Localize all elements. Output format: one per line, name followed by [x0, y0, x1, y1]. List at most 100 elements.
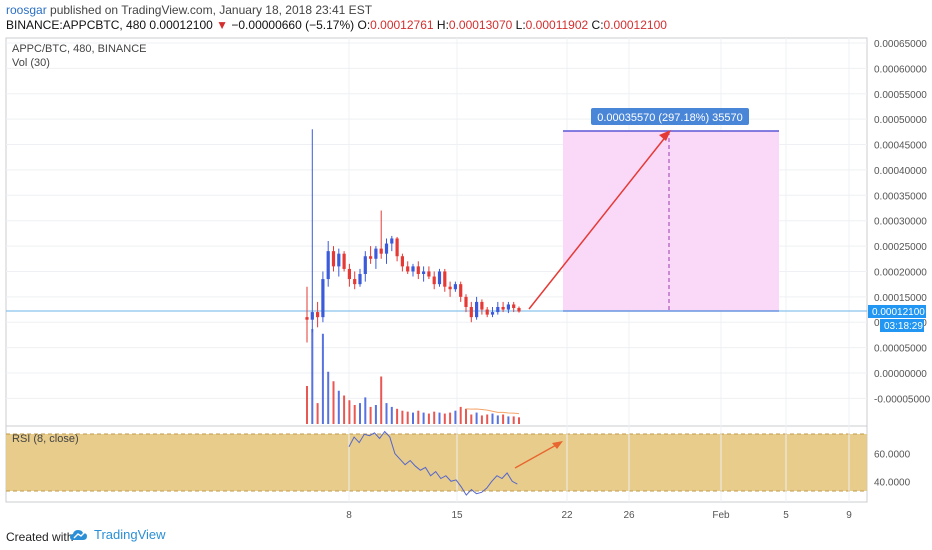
- candle-body: [437, 271, 442, 285]
- volume-ma-line: [465, 408, 520, 415]
- candle-body: [475, 301, 479, 318]
- volume-bar: [316, 403, 319, 424]
- price-tick-label: 0.00035000: [874, 191, 927, 202]
- time-tick-label: 22: [561, 510, 573, 521]
- candle-body: [453, 284, 457, 290]
- volume-bar: [390, 406, 393, 424]
- candle-body: [369, 256, 373, 259]
- measure-label: 0.00035570 (297.18%) 35570: [597, 112, 743, 124]
- candle-body: [501, 307, 505, 310]
- volume-bar: [306, 386, 308, 424]
- price-tick-label: 0.00030000: [874, 217, 927, 228]
- price-tick-label: 0.00015000: [874, 293, 927, 304]
- symbol-line: BINANCE:APPCBTC, 480: [6, 18, 147, 32]
- volume-bar: [459, 406, 462, 424]
- volume-bar: [343, 395, 346, 424]
- volume-bar: [359, 403, 361, 424]
- volume-bar: [496, 415, 499, 424]
- rsi-arrow: [514, 443, 559, 469]
- current-price-tag: 0.00012100: [872, 307, 925, 318]
- time-tick-label: 5: [783, 510, 789, 521]
- price-tick-label: 0.00065000: [874, 39, 927, 50]
- price-axis-labels: 0.00065000 0.00060000 0.00055000 0.00050000…: [874, 39, 931, 488]
- author-name[interactable]: roosgar: [6, 3, 47, 17]
- projection-arrowhead-icon: [659, 130, 671, 141]
- ohlc-low: L:0.00011902: [515, 18, 589, 32]
- candle-body: [469, 307, 473, 318]
- current-price-tag-bg: [868, 305, 926, 318]
- volume-bar: [369, 406, 372, 424]
- symbol-info: BINANCE:APPCBTC, 480 0.00012100 ▼ −0.000…: [6, 18, 667, 32]
- candle-body: [427, 271, 431, 277]
- volume-bar: [443, 413, 446, 424]
- time-tick-label: 26: [623, 510, 635, 521]
- candle-body: [347, 268, 351, 280]
- candle-body: [363, 256, 367, 274]
- candle-body: [374, 248, 378, 259]
- candle-body: [353, 279, 357, 285]
- time-axis-labels: 8 15 22 26 Feb 5 9: [346, 510, 852, 521]
- rsi-arrowhead-icon: [552, 441, 563, 449]
- footer: Created with TradingView: [0, 522, 932, 550]
- ohlc-close: C:0.00012100: [591, 18, 667, 32]
- projection-arrow: [528, 134, 668, 310]
- measure-label-bg: [591, 108, 749, 125]
- candle-body: [480, 301, 484, 310]
- last-price: 0.00012100: [149, 18, 213, 32]
- chart-header: roosgar published on TradingView.com, Ja…: [0, 0, 932, 36]
- candle-body: [490, 312, 495, 315]
- time-tick-label: 15: [451, 510, 463, 521]
- price-tick-label: 0.00020000: [874, 267, 927, 278]
- volume-bar: [518, 417, 520, 424]
- volume-bar: [364, 397, 367, 424]
- volume-bar: [502, 414, 505, 424]
- rsi-line: [348, 430, 518, 496]
- candle-body: [406, 266, 410, 272]
- candle-body: [337, 253, 341, 267]
- tradingview-cloud-icon: [70, 530, 87, 540]
- publish-info: roosgar published on TradingView.com, Ja…: [6, 3, 372, 17]
- volume-bar: [475, 412, 478, 424]
- candle-body: [400, 256, 404, 267]
- projection-box[interactable]: [563, 131, 779, 311]
- pane-title: APPC/BTC, 480, BINANCE: [12, 43, 147, 55]
- candle-body: [342, 253, 346, 269]
- volume-bar: [353, 405, 356, 424]
- change-arrow-icon: ▼: [216, 18, 229, 32]
- volume-bar: [385, 403, 388, 424]
- volume-bar: [337, 390, 340, 424]
- volume-bar: [406, 411, 409, 424]
- candle-body: [432, 276, 436, 285]
- volume-bar: [465, 408, 467, 424]
- volume-bar: [332, 381, 335, 424]
- ohlc-open: O:0.00012761: [357, 18, 434, 32]
- candle-body: [448, 286, 452, 290]
- volume-bar: [412, 412, 414, 424]
- created-with-text: Created with: [6, 530, 74, 544]
- candle-body: [321, 279, 325, 318]
- candle-body: [512, 304, 516, 309]
- candle-body: [379, 248, 383, 254]
- volume-bar: [321, 333, 324, 424]
- price-tick-label: 0.00025000: [874, 242, 927, 253]
- price-chart[interactable]: 0.00065000 0.00060000 0.00055000 0.00050000…: [0, 36, 932, 522]
- volume-bar: [422, 412, 425, 424]
- price-change: −0.00000660 (−5.17%): [231, 18, 355, 32]
- tradingview-brand-link[interactable]: TradingView: [94, 527, 166, 542]
- ohlc-high: H:0.00013070: [436, 18, 513, 32]
- volume-bar: [433, 411, 436, 424]
- candle-body: [326, 251, 330, 280]
- candles: [305, 129, 521, 343]
- candle-body: [411, 266, 415, 272]
- volume-bar: [512, 416, 515, 424]
- volume-bars: [306, 329, 520, 424]
- candle-body: [358, 274, 362, 285]
- candle-body: [384, 243, 389, 254]
- volume-bar: [454, 410, 457, 424]
- volume-bar: [470, 414, 473, 424]
- price-tick-label: 0.00050000: [874, 115, 927, 126]
- candle-body: [316, 312, 320, 318]
- candle-body: [395, 238, 399, 257]
- volume-bar: [417, 410, 420, 424]
- rsi-label: RSI (8, close): [12, 433, 79, 445]
